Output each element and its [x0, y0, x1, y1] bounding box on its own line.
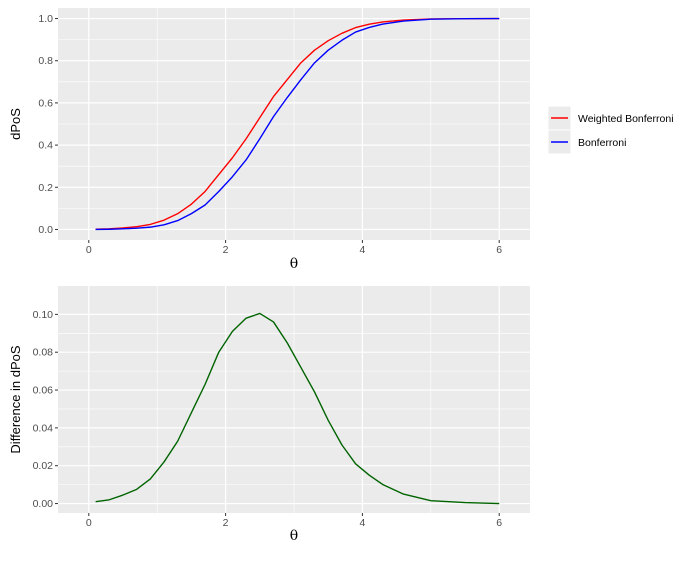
dpos-chart: 0.0 0.2 0.4 0.6 0.8 1.0 0 2 4 6 θ dPoS — [8, 8, 530, 272]
x-axis-title: θ — [290, 256, 298, 272]
legend-label: Weighted Bonferroni — [578, 113, 674, 125]
y-tick-label: 1.0 — [38, 13, 53, 25]
x-tick-label: 6 — [496, 244, 502, 256]
y-tick-label: 0.4 — [38, 140, 53, 152]
x-tick-label: 4 — [359, 244, 365, 256]
y-tick-label: 0.02 — [33, 460, 54, 472]
x-tick-label: 0 — [86, 244, 92, 256]
x-tick-label: 6 — [496, 517, 502, 529]
y-tick-label: 0.04 — [33, 422, 54, 434]
y-tick-label: 0.06 — [33, 385, 54, 397]
y-tick-label: 0.2 — [38, 182, 53, 194]
y-tick-label: 0.6 — [38, 97, 53, 109]
difference-line — [95, 312, 500, 505]
x-tick-label: 4 — [359, 517, 365, 529]
y-axis-title: dPoS — [8, 108, 23, 140]
x-tick-label: 2 — [223, 244, 229, 256]
y-axis-title: Difference in dPoS — [8, 345, 23, 453]
y-tick-label: 0.00 — [33, 498, 54, 510]
legend-label: Bonferroni — [578, 137, 626, 149]
series-line-bonferroni — [95, 17, 500, 231]
legend: Weighted Bonferroni Bonferroni — [547, 105, 674, 155]
y-tick-label: 0.0 — [38, 224, 53, 236]
x-tick-label: 0 — [86, 517, 92, 529]
series-line-weighted-bonferroni — [95, 17, 500, 230]
y-tick-label: 0.08 — [33, 347, 54, 359]
x-axis-title: θ — [290, 528, 298, 544]
difference-chart: 0.00 0.02 0.04 0.06 0.08 0.10 0 2 4 6 θ Difference … — [8, 286, 530, 544]
y-tick-label: 0.8 — [38, 55, 53, 67]
y-tick-label: 0.10 — [33, 309, 54, 321]
x-tick-label: 2 — [223, 517, 229, 529]
